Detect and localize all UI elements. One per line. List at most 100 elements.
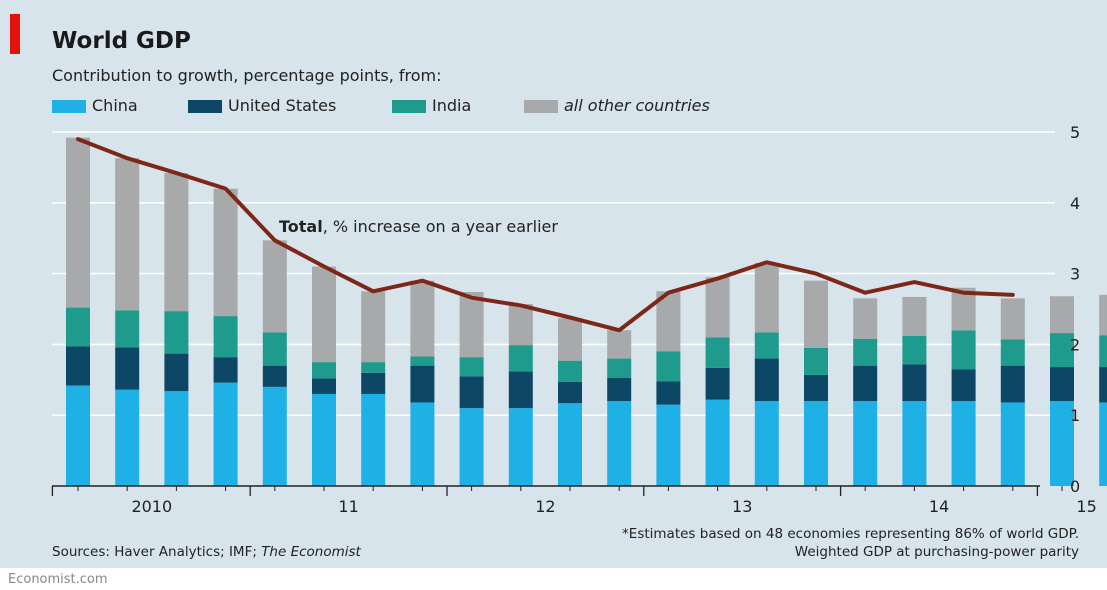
bar-united-states-16 xyxy=(853,365,878,402)
bar-india-21 xyxy=(1099,335,1107,368)
x-tick-label-12: 12 xyxy=(535,497,555,516)
bar-india-8 xyxy=(459,357,484,377)
bar-united-states-11 xyxy=(607,377,632,402)
bar-united-states-9 xyxy=(508,371,533,409)
bar-china-14 xyxy=(754,401,779,486)
bar-all-other-countries-11 xyxy=(607,330,632,359)
chart-card: World GDP Contribution to growth, percen… xyxy=(0,0,1107,568)
bar-all-other-countries-5 xyxy=(312,266,336,363)
bar-china-18 xyxy=(951,401,976,486)
bar-india-19 xyxy=(1000,339,1025,366)
bar-united-states-12 xyxy=(656,381,681,405)
bar-china-19 xyxy=(1000,402,1025,486)
bar-india-5 xyxy=(312,362,336,379)
x-tick-label-13: 13 xyxy=(732,497,752,516)
bar-china-4 xyxy=(262,386,287,486)
x-tick-label-15: 15 xyxy=(1076,497,1096,516)
bar-all-other-countries-14 xyxy=(754,262,779,333)
source-prefix: Sources: Haver Analytics; IMF; xyxy=(52,544,257,560)
legend-label-other: all other countries xyxy=(564,96,710,115)
bar-united-states-10 xyxy=(558,381,582,404)
bar-china-1 xyxy=(115,389,140,486)
bar-india-7 xyxy=(410,356,435,366)
bar-china-12 xyxy=(656,404,681,486)
annotation-bold: Total xyxy=(279,217,323,236)
bar-united-states-20 xyxy=(1050,367,1074,402)
bar-all-other-countries-9 xyxy=(508,304,533,346)
bar-india-3 xyxy=(213,316,238,358)
bar-all-other-countries-13 xyxy=(705,277,730,338)
bar-india-10 xyxy=(558,360,582,382)
bar-india-2 xyxy=(164,311,189,354)
brand-red-bar xyxy=(10,14,20,54)
chart-title: World GDP xyxy=(52,28,191,54)
bar-all-other-countries-3 xyxy=(213,188,238,317)
bar-china-21 xyxy=(1099,402,1107,486)
bar-china-8 xyxy=(459,408,484,486)
bar-all-other-countries-4 xyxy=(262,240,287,333)
bar-united-states-2 xyxy=(164,353,189,392)
x-tick-label-2010: 2010 xyxy=(131,497,172,516)
bar-china-2 xyxy=(164,391,189,486)
bar-all-other-countries-10 xyxy=(558,318,582,361)
bar-china-17 xyxy=(902,401,927,486)
legend-label-united-states: United States xyxy=(228,96,337,115)
bar-india-11 xyxy=(607,358,632,378)
legend-swatch-united-states xyxy=(188,100,222,113)
bar-india-13 xyxy=(705,337,730,368)
source-italic: The Economist xyxy=(261,544,361,560)
source-note: Sources: Haver Analytics; IMF; The Econo… xyxy=(52,544,361,560)
bar-india-1 xyxy=(115,310,140,348)
bar-united-states-14 xyxy=(754,358,779,402)
footnote-line-1: *Estimates based on 48 economies represe… xyxy=(622,526,1079,542)
footnote-line-2: Weighted GDP at purchasing-power parity xyxy=(794,544,1079,560)
bar-india-12 xyxy=(656,351,681,382)
x-tick-label-11: 11 xyxy=(338,497,358,516)
y-tick-label-3: 3 xyxy=(1070,265,1080,284)
bar-united-states-18 xyxy=(951,369,976,402)
y-tick-label-0: 0 xyxy=(1070,477,1080,496)
bar-all-other-countries-15 xyxy=(804,280,828,348)
bar-united-states-17 xyxy=(902,364,927,402)
bar-united-states-7 xyxy=(410,365,435,403)
bar-all-other-countries-7 xyxy=(410,280,435,357)
bar-united-states-8 xyxy=(459,376,484,409)
bar-china-9 xyxy=(508,408,533,486)
total-line xyxy=(76,137,1015,333)
legend-swatch-china xyxy=(52,100,86,113)
bar-china-0 xyxy=(66,385,90,486)
bar-all-other-countries-19 xyxy=(1000,298,1025,340)
bar-all-other-countries-6 xyxy=(361,291,386,363)
bar-india-0 xyxy=(66,307,90,347)
bar-all-other-countries-0 xyxy=(66,137,90,308)
bar-india-18 xyxy=(951,330,976,370)
bar-india-4 xyxy=(262,332,287,366)
bar-india-20 xyxy=(1050,333,1074,368)
bar-united-states-3 xyxy=(213,357,238,383)
bar-india-16 xyxy=(853,338,878,366)
legend-swatch-other xyxy=(524,100,558,113)
x-tick-label-14: 14 xyxy=(929,497,949,516)
bar-india-17 xyxy=(902,335,927,365)
bar-china-10 xyxy=(558,403,582,486)
bar-united-states-0 xyxy=(66,346,90,386)
brand-watermark: Economist.com xyxy=(8,572,108,587)
bar-united-states-21 xyxy=(1099,367,1107,403)
bar-india-14 xyxy=(754,332,779,359)
bar-all-other-countries-17 xyxy=(902,296,927,336)
bar-china-3 xyxy=(213,382,238,486)
bar-china-20 xyxy=(1050,401,1074,486)
bar-china-13 xyxy=(705,399,730,486)
bar-china-6 xyxy=(361,393,386,486)
bar-china-5 xyxy=(312,393,336,486)
chart-subtitle: Contribution to growth, percentage point… xyxy=(52,66,442,85)
bar-united-states-19 xyxy=(1000,365,1025,403)
bar-china-15 xyxy=(804,401,828,486)
legend-swatch-india xyxy=(392,100,426,113)
bar-all-other-countries-21 xyxy=(1099,294,1107,336)
bar-all-other-countries-8 xyxy=(459,292,484,358)
y-tick-label-2: 2 xyxy=(1070,335,1080,354)
bar-united-states-15 xyxy=(804,374,828,402)
y-tick-label-5: 5 xyxy=(1070,123,1080,142)
bar-china-11 xyxy=(607,401,632,486)
